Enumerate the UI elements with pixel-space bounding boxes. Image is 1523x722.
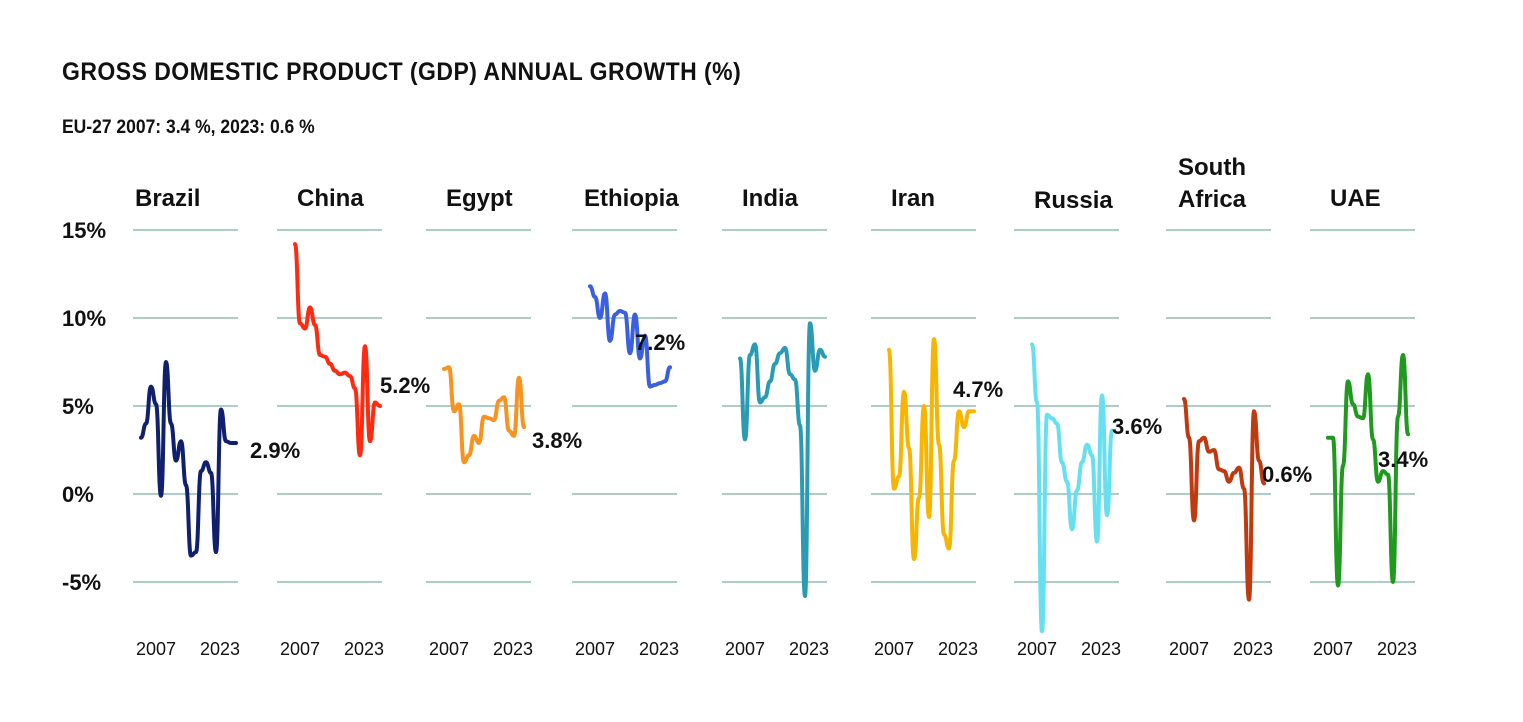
x-tick-label: 2023 xyxy=(1233,639,1273,659)
y-tick-label: 10% xyxy=(62,306,106,331)
series-line xyxy=(1030,342,1114,634)
x-tick-label: 2023 xyxy=(493,639,533,659)
series-name: Egypt xyxy=(446,185,513,212)
series-line xyxy=(738,321,827,599)
end-value-label: 7.2% xyxy=(635,330,685,355)
y-tick-label: 15% xyxy=(62,218,106,243)
series-line xyxy=(1182,397,1266,602)
series-line xyxy=(1326,353,1410,588)
series-name: Russia xyxy=(1034,187,1113,214)
series-name: China xyxy=(297,185,364,212)
x-tick-label: 2007 xyxy=(280,639,320,659)
end-value-label: 3.6% xyxy=(1112,414,1162,439)
end-value-label: 3.4% xyxy=(1378,447,1428,472)
y-tick-label: 0% xyxy=(62,482,94,507)
series-name: Brazil xyxy=(135,185,200,212)
series-name: India xyxy=(742,185,799,212)
series-name: South Africa xyxy=(1178,154,1247,213)
y-tick-label: 5% xyxy=(62,394,94,419)
x-tick-label: 2023 xyxy=(1377,639,1417,659)
y-tick-label: -5% xyxy=(62,570,101,595)
end-value-label: 0.6% xyxy=(1262,462,1312,487)
series-name: Ethiopia xyxy=(584,185,679,212)
series-name: UAE xyxy=(1330,185,1381,212)
x-tick-label: 2023 xyxy=(200,639,240,659)
x-tick-label: 2007 xyxy=(725,639,765,659)
series-name: Iran xyxy=(891,185,935,212)
x-tick-label: 2007 xyxy=(136,639,176,659)
x-tick-label: 2007 xyxy=(874,639,914,659)
series-line xyxy=(588,284,672,389)
x-tick-label: 2007 xyxy=(429,639,469,659)
x-tick-label: 2007 xyxy=(575,639,615,659)
series-line xyxy=(442,365,526,465)
x-tick-label: 2023 xyxy=(1081,639,1121,659)
x-tick-label: 2007 xyxy=(1017,639,1057,659)
x-tick-label: 2023 xyxy=(639,639,679,659)
end-value-label: 2.9% xyxy=(250,438,300,463)
end-value-label: 4.7% xyxy=(953,377,1003,402)
x-tick-label: 2023 xyxy=(344,639,384,659)
x-tick-label: 2007 xyxy=(1169,639,1209,659)
series-line xyxy=(293,242,382,458)
end-value-label: 3.8% xyxy=(532,428,582,453)
chart-subtitle: EU-27 2007: 3.4 %, 2023: 0.6 % xyxy=(62,117,315,138)
x-tick-label: 2023 xyxy=(789,639,829,659)
x-tick-label: 2007 xyxy=(1313,639,1353,659)
end-value-label: 5.2% xyxy=(380,373,430,398)
x-tick-label: 2023 xyxy=(938,639,978,659)
chart-title: GROSS DOMESTIC PRODUCT (GDP) ANNUAL GROW… xyxy=(62,58,742,86)
series-line xyxy=(139,360,238,558)
series-line xyxy=(887,337,976,562)
